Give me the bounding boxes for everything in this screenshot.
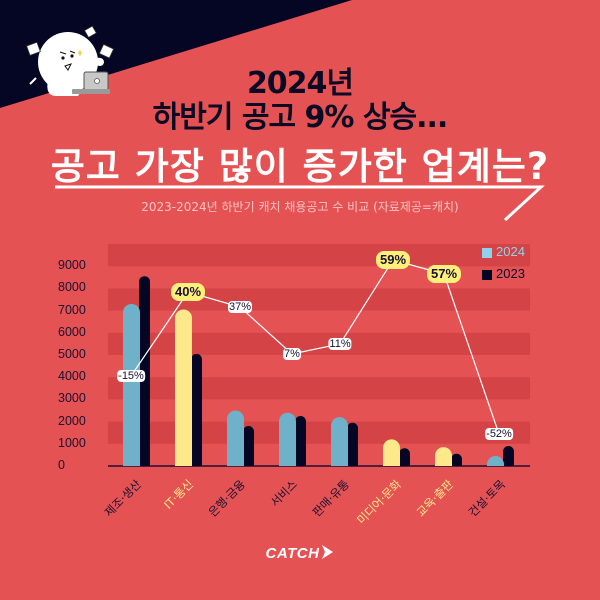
chart-subtitle: 2023-2024년 하반기 캐치 채용공고 수 비교 (자료제공=캐치)	[141, 200, 459, 214]
bar-2024	[383, 439, 400, 466]
legend-item-2024: 2024	[482, 244, 525, 259]
character-illustration-icon	[26, 25, 115, 96]
change-rate-label: 40%	[172, 284, 204, 299]
bar-2023	[295, 416, 306, 466]
y-axis-tick: 7000	[58, 302, 86, 317]
bar-2023	[191, 353, 202, 466]
bar-2023	[243, 426, 254, 466]
y-axis-tick: 1000	[58, 435, 86, 450]
y-axis-tick: 2000	[58, 413, 86, 428]
y-axis-tick: 8000	[58, 280, 86, 295]
bar-2023	[503, 446, 514, 466]
grid-stripe	[108, 332, 530, 355]
bar-2024	[279, 412, 296, 466]
legend-item-2023: 2023	[482, 266, 525, 281]
y-axis-tick: 4000	[58, 369, 86, 384]
title-underline-decoration	[55, 185, 545, 222]
y-axis-tick: 0	[58, 458, 65, 472]
bar-2023	[451, 453, 462, 466]
legend-swatch-2023-icon	[482, 269, 492, 280]
change-rate-label: 7%	[283, 348, 301, 360]
legend-swatch-2024-icon	[482, 247, 492, 258]
y-axis-tick: 9000	[58, 258, 86, 273]
change-rate-label: -15%	[117, 370, 145, 382]
title-line-3: 공고 가장 많이 증가한 업계는?	[50, 145, 550, 188]
change-rate-label: 37%	[227, 301, 253, 313]
title-line-1: 2024년	[246, 66, 354, 101]
logo-text: CATCH	[265, 545, 320, 562]
bar-2024	[487, 456, 504, 466]
bar-2024	[123, 303, 140, 466]
y-axis-tick: 5000	[58, 347, 86, 361]
legend-label-2024: 2024	[496, 244, 525, 259]
grid-stripe	[108, 421, 530, 444]
change-rate-label: -52%	[485, 428, 513, 440]
title-line-2: 하반기 공고 9% 상승...	[152, 100, 449, 135]
bar-2024	[331, 417, 348, 466]
grid-stripe	[108, 288, 530, 311]
change-rate-label: 59%	[377, 252, 409, 267]
y-axis-tick: 3000	[58, 391, 86, 406]
bar-2024	[175, 309, 192, 466]
catch-logo: CATCH	[0, 544, 600, 562]
bar-2024	[227, 410, 244, 466]
bar-2023	[347, 422, 358, 466]
bar-2024	[435, 447, 452, 466]
grid-stripe	[108, 377, 530, 400]
bar-2023	[399, 448, 410, 466]
legend-label-2023: 2023	[496, 266, 525, 281]
change-rate-label: 57%	[428, 266, 460, 281]
y-axis-tick: 6000	[58, 324, 86, 339]
logo-arrow-icon	[322, 545, 334, 559]
change-rate-label: 11%	[328, 338, 352, 350]
